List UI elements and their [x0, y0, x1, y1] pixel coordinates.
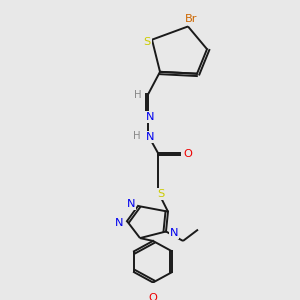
- Text: N: N: [115, 218, 123, 228]
- Text: S: S: [143, 37, 151, 46]
- Text: N: N: [146, 112, 154, 122]
- Text: N: N: [170, 228, 178, 239]
- Text: Br: Br: [185, 14, 197, 24]
- Text: N: N: [127, 199, 135, 209]
- Text: O: O: [148, 292, 158, 300]
- Text: N: N: [146, 132, 154, 142]
- Text: H: H: [133, 131, 141, 141]
- Text: O: O: [184, 149, 192, 159]
- Text: S: S: [158, 189, 165, 199]
- Text: H: H: [134, 90, 142, 100]
